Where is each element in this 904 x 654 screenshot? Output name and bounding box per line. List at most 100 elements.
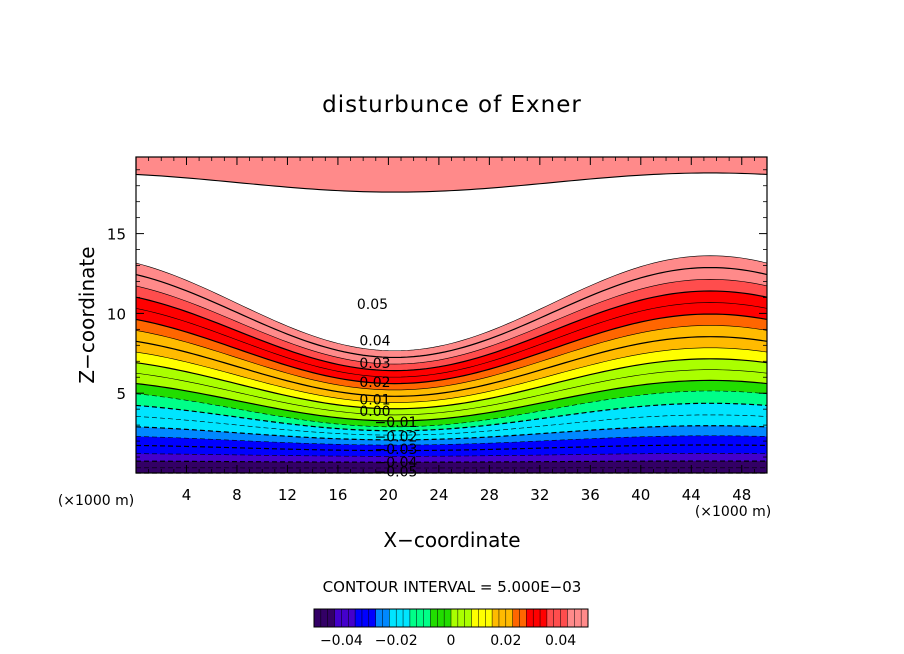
- colorbar-segment: [416, 609, 424, 627]
- contour-label: 0.04: [359, 334, 390, 350]
- colorbar-segment: [389, 609, 397, 627]
- x-tick-label: 36: [581, 486, 600, 504]
- contour-line: [135, 402, 768, 432]
- y-unit-label: (×1000 m): [58, 493, 134, 509]
- colorbar-segment: [382, 609, 390, 627]
- colorbar-segment: [403, 609, 411, 627]
- colorbar-segment: [512, 609, 520, 627]
- colorbar-segment: [348, 609, 356, 627]
- contour-fill: [136, 157, 767, 473]
- y-axis: 5 10 15: [107, 169, 767, 458]
- colorbar-segment: [355, 609, 363, 627]
- contour-labels: 0.05 0.04 0.03 0.02 0.010.00−0.01−0.02−0.03−…: [357, 297, 418, 481]
- x-tick-label: 40: [631, 486, 650, 504]
- colorbar-tick-label: 0.04: [545, 633, 576, 649]
- colorbar-segment: [492, 609, 500, 627]
- x-tick-label: 24: [429, 486, 448, 504]
- colorbar-segment: [464, 609, 472, 627]
- x-tick-label: 12: [278, 486, 297, 504]
- contour-line: [135, 460, 768, 463]
- colorbar-frame: [313, 608, 589, 628]
- colorbar-segment: [361, 609, 370, 627]
- colorbar-segment: [430, 609, 438, 627]
- field-gap: [136, 157, 767, 351]
- contour-line: [135, 358, 768, 410]
- x-tick-label: 4: [182, 486, 192, 504]
- colorbar-segment: [505, 609, 513, 627]
- contour-line: [135, 336, 768, 397]
- colorbar-tick-label: 0.02: [490, 633, 521, 649]
- colorbar-segment: [574, 609, 582, 627]
- colorbar-segment: [327, 609, 335, 627]
- colorbar-segment: [334, 609, 342, 627]
- upper-contour-line: [135, 156, 768, 193]
- y-tick-label: 10: [107, 305, 126, 323]
- contour-line: [135, 290, 768, 372]
- colorbar-segment: [581, 609, 589, 627]
- contour-line: [135, 453, 768, 457]
- contour-label: 0.05: [357, 297, 388, 313]
- colorbar-segment: [314, 609, 322, 627]
- colorbar-segment: [396, 609, 404, 627]
- x-tick-label: 16: [328, 486, 347, 504]
- colorbar-segment: [409, 609, 418, 627]
- colorbar-segment: [567, 609, 575, 627]
- colorbar-segment: [368, 609, 376, 627]
- contour-line: [135, 325, 768, 391]
- colorbar-segment: [498, 609, 507, 627]
- colorbar-segment: [451, 609, 459, 627]
- contour-line: [135, 444, 768, 452]
- contour-label: 0.02: [359, 375, 390, 391]
- colorbar-segment: [485, 609, 493, 627]
- colorbar-segment: [553, 609, 561, 627]
- colorbar-segment: [375, 609, 383, 627]
- colorbar-segment: [457, 609, 465, 627]
- x-tick-label: 28: [480, 486, 499, 504]
- contour-label: 0.03: [359, 356, 390, 372]
- x-tick-label: 8: [232, 486, 242, 504]
- colorbar-segment: [471, 609, 479, 627]
- contour-line: [135, 425, 768, 441]
- colorbar-segment: [519, 609, 527, 627]
- contour-label: 0.00: [359, 404, 390, 420]
- colorbar-segment: [444, 609, 452, 627]
- contour-label: 0.01: [359, 393, 390, 409]
- colorbar: [313, 608, 589, 628]
- contour-interval-text: CONTOUR INTERVAL = 5.000E−03: [323, 578, 582, 596]
- colorbar-segment: [526, 609, 534, 627]
- colorbar-tick-label: 0: [447, 633, 456, 649]
- contour-line: [135, 379, 768, 422]
- x-axis-label: X−coordinate: [383, 528, 520, 552]
- colorbar-segment: [423, 609, 431, 627]
- contour-line: [135, 266, 768, 359]
- colorbar-segment: [533, 609, 541, 627]
- colorbar-segment: [478, 609, 486, 627]
- colorbar-tick-labels: −0.04 −0.02 0 0.02 0.04: [320, 633, 576, 649]
- chart-title: disturbunce of Exner: [322, 92, 582, 118]
- contour-label: −0.03: [375, 442, 418, 458]
- contour-label: −0.01: [375, 415, 418, 431]
- x-tick-label: 48: [732, 486, 751, 504]
- contour-line: [135, 390, 768, 428]
- colorbar-segment: [320, 609, 328, 627]
- y-tick-label: 15: [107, 226, 126, 244]
- contour-line: [135, 369, 768, 416]
- contour-line: [135, 414, 768, 436]
- contour-line: [135, 279, 768, 365]
- x-tick-label: 20: [379, 486, 398, 504]
- y-axis-label: Z−coordinate: [75, 246, 99, 383]
- colorbar-segment: [546, 609, 555, 627]
- contour-line: [135, 435, 768, 446]
- colorbar-tick-label: −0.04: [320, 633, 363, 649]
- x-axis: 4 8 12 16 20 24 28 32 36 40 44 48: [148, 157, 755, 504]
- colorbar-segment: [341, 609, 349, 627]
- contour-label: −0.04: [375, 455, 418, 471]
- contour-line: [135, 302, 768, 378]
- contour-line: [135, 255, 768, 352]
- colorbar-segment: [437, 609, 445, 627]
- contour-line: [135, 347, 768, 403]
- x-tick-label: 44: [682, 486, 701, 504]
- y-tick-label: 5: [116, 385, 126, 403]
- x-unit-label: (×1000 m): [695, 504, 771, 520]
